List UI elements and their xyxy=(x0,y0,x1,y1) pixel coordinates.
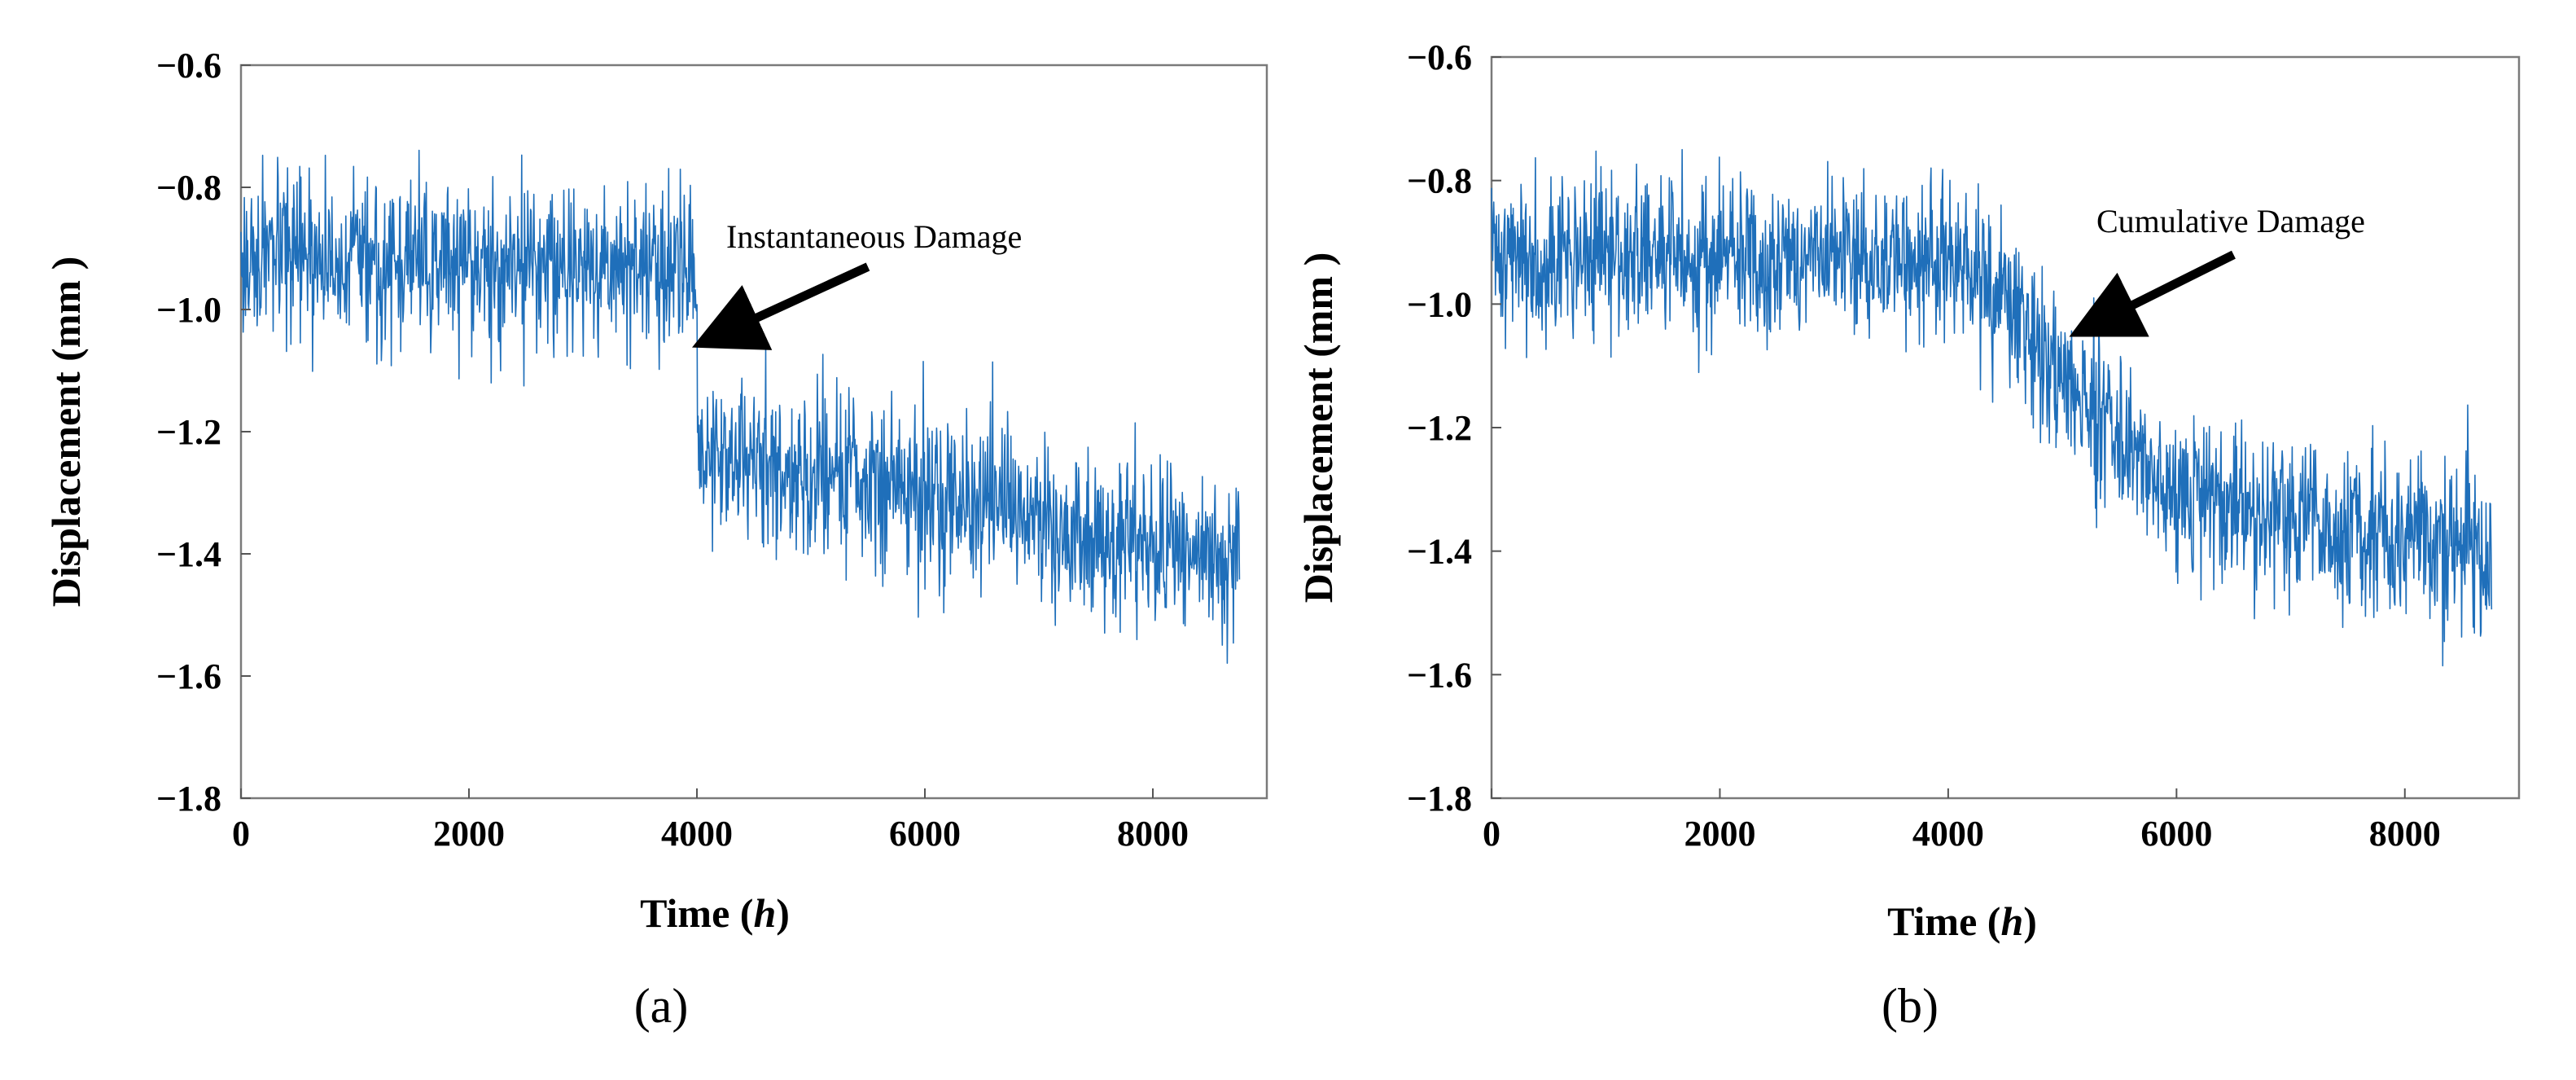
x-tick-label: 0 xyxy=(232,814,250,854)
x-tick-label: 4000 xyxy=(1912,814,1984,854)
y-tick-label: −1.0 xyxy=(156,290,221,330)
y-tick-label: −0.8 xyxy=(156,168,221,208)
y-tick-label: −1.6 xyxy=(1407,655,1472,695)
annotation-arrow xyxy=(2069,250,2236,337)
x-tick-label: 8000 xyxy=(2369,814,2441,854)
x-ticks: 0 2000 4000 6000 8000 xyxy=(232,788,1189,854)
panel-label-b: (b) xyxy=(1882,979,1939,1033)
x-axis-title: Time (h) xyxy=(640,890,790,936)
y-ticks: −0.6 −0.8 −1.0 −1.2 −1.4 −1.6 −1.8 xyxy=(1407,37,1501,819)
y-tick-label: −0.6 xyxy=(1407,37,1472,77)
series-line xyxy=(240,149,1241,665)
y-ticks: −0.6 −0.8 −1.0 −1.2 −1.4 −1.6 −1.8 xyxy=(156,46,251,819)
y-tick-label: −1.4 xyxy=(156,534,221,574)
y-tick-label: −1.4 xyxy=(1407,532,1472,572)
y-tick-label: −1.6 xyxy=(156,656,221,696)
x-tick-label: 2000 xyxy=(1684,814,1755,854)
y-axis-title: Displacement (mm ) xyxy=(43,257,89,607)
annotation-arrow xyxy=(692,262,870,350)
y-axis-title: Displacement (mm ) xyxy=(1295,252,1341,603)
x-tick-label: 6000 xyxy=(889,814,961,854)
x-tick-label: 6000 xyxy=(2140,814,2212,854)
panel-label-a: (a) xyxy=(634,979,689,1033)
annotation-label: Instantaneous Damage xyxy=(726,218,1022,255)
series-layer xyxy=(240,149,1241,665)
x-tick-label: 8000 xyxy=(1117,814,1189,854)
plot-frame xyxy=(1490,55,2521,800)
chart-panel-b: 0 2000 4000 6000 8000 −0.6 −0.8 −1.0 −1.2 −1.4 −1… xyxy=(1295,37,2521,1033)
y-tick-label: −1.2 xyxy=(156,412,221,452)
y-tick-label: −0.6 xyxy=(156,46,221,86)
y-tick-label: −1.8 xyxy=(1407,779,1472,819)
x-tick-label: 4000 xyxy=(661,814,733,854)
x-ticks: 0 2000 4000 6000 8000 xyxy=(1483,788,2441,854)
annotation-label: Cumulative Damage xyxy=(2096,203,2365,239)
y-tick-label: −0.8 xyxy=(1407,161,1472,201)
series-line xyxy=(1491,148,2493,667)
y-tick-label: −1.8 xyxy=(156,779,221,819)
y-tick-label: −1.2 xyxy=(1407,408,1472,448)
x-axis-title: Time (h) xyxy=(1887,898,2037,944)
x-tick-label: 0 xyxy=(1483,814,1500,854)
series-layer xyxy=(1491,148,2493,667)
chart-panel-a: 0 2000 4000 6000 8000 −0.6 −0.8 −1.0 −1.2 −1.4 −1… xyxy=(43,46,1268,1033)
y-tick-label: −1.0 xyxy=(1407,284,1472,324)
x-tick-label: 2000 xyxy=(433,814,505,854)
